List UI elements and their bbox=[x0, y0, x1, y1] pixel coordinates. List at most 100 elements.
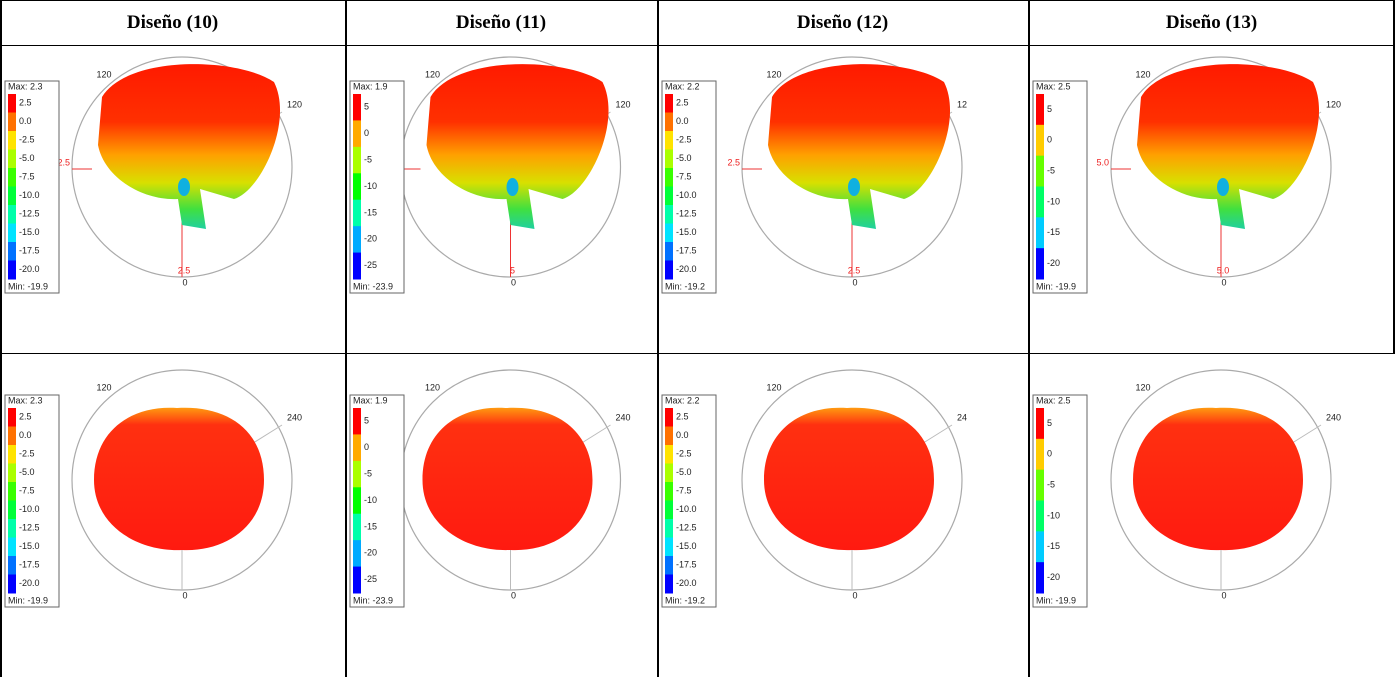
legend-tick: 0.0 bbox=[19, 430, 32, 440]
legend-swatch bbox=[665, 187, 673, 206]
null-spot bbox=[1217, 178, 1229, 196]
legend-tick: 0 bbox=[364, 128, 369, 138]
legend-swatch bbox=[8, 261, 16, 280]
legend-tick: -5.0 bbox=[19, 467, 35, 477]
legend-swatch bbox=[8, 538, 16, 557]
polar-label: 0 bbox=[511, 590, 516, 600]
document-table: Diseño (10)Diseño (11)Diseño (12)Diseño … bbox=[0, 0, 1395, 677]
legend-tick: -20.0 bbox=[676, 264, 697, 274]
legend-max: Max: 2.2 bbox=[665, 395, 700, 405]
legend-tick: -5 bbox=[1047, 479, 1055, 489]
legend-swatch bbox=[665, 575, 673, 594]
pattern-image: 12012002.52.5Max: 2.3Min: -19.92.50.0-2.… bbox=[3, 47, 345, 353]
column-header: Diseño (13) bbox=[1028, 0, 1395, 45]
legend-swatch bbox=[1036, 94, 1044, 125]
table-border bbox=[0, 353, 1395, 354]
legend-swatch bbox=[665, 131, 673, 150]
legend-tick: -20 bbox=[1047, 572, 1060, 582]
pattern-surface bbox=[423, 408, 593, 550]
legend-swatch bbox=[1036, 531, 1044, 562]
polar-label: 120 bbox=[96, 382, 111, 392]
legend-swatch bbox=[1036, 439, 1044, 470]
legend-min: Min: -19.9 bbox=[8, 595, 48, 605]
legend-swatch bbox=[665, 408, 673, 427]
legend-tick: -17.5 bbox=[676, 246, 697, 256]
legend-tick: -12.5 bbox=[676, 209, 697, 219]
legend-tick: -5.0 bbox=[676, 153, 692, 163]
legend-swatch bbox=[665, 205, 673, 224]
legend-swatch bbox=[8, 224, 16, 243]
legend-swatch bbox=[353, 94, 361, 121]
polar-label: 12 bbox=[957, 99, 967, 109]
column-header: Diseño (11) bbox=[345, 0, 657, 45]
legend-swatch bbox=[665, 242, 673, 261]
legend-swatch bbox=[665, 538, 673, 557]
legend-tick: -10.0 bbox=[19, 190, 40, 200]
legend-swatch bbox=[353, 434, 361, 461]
legend-swatch bbox=[353, 253, 361, 280]
legend-swatch bbox=[8, 242, 16, 261]
pattern-surface bbox=[94, 408, 264, 550]
legend-tick: -5 bbox=[364, 468, 372, 478]
scale-label: 2.5 bbox=[178, 265, 191, 275]
legend-min: Min: -19.9 bbox=[1036, 281, 1076, 291]
legend-min: Min: -23.9 bbox=[353, 595, 393, 605]
legend-tick: 5 bbox=[1047, 104, 1052, 114]
scale-label: 5 bbox=[510, 265, 515, 275]
legend-swatch bbox=[665, 94, 673, 113]
legend-tick: -20 bbox=[1047, 258, 1060, 268]
polar-label: 120 bbox=[616, 99, 631, 109]
legend-swatch bbox=[353, 226, 361, 253]
polar-label: 120 bbox=[287, 99, 302, 109]
polar-label: 0 bbox=[1221, 590, 1226, 600]
legend-max: Max: 2.3 bbox=[8, 81, 43, 91]
legend-swatch bbox=[353, 567, 361, 594]
legend-tick: -7.5 bbox=[19, 172, 35, 182]
legend-tick: -17.5 bbox=[676, 560, 697, 570]
legend-tick: -10 bbox=[1047, 510, 1060, 520]
legend-tick: -20.0 bbox=[19, 264, 40, 274]
legend-tick: -20 bbox=[364, 234, 377, 244]
legend-tick: -5.0 bbox=[676, 467, 692, 477]
legend-tick: 0.0 bbox=[676, 430, 689, 440]
legend-tick: 0.0 bbox=[676, 116, 689, 126]
legend-tick: -2.5 bbox=[676, 135, 692, 145]
legend-tick: 5 bbox=[364, 102, 369, 112]
table-border bbox=[0, 45, 1395, 46]
legend-swatch bbox=[8, 482, 16, 501]
legend-tick: -2.5 bbox=[19, 135, 35, 145]
legend-swatch bbox=[665, 427, 673, 446]
null-spot bbox=[848, 178, 860, 196]
legend-tick: -20.0 bbox=[19, 578, 40, 588]
polar-label: 120 bbox=[766, 382, 781, 392]
legend-tick: -10 bbox=[364, 495, 377, 505]
legend-tick: -25 bbox=[364, 574, 377, 584]
legend-tick: -15.0 bbox=[676, 541, 697, 551]
legend-tick: 2.5 bbox=[676, 98, 689, 108]
legend-swatch bbox=[665, 482, 673, 501]
legend-swatch bbox=[665, 519, 673, 538]
legend-tick: 2.5 bbox=[19, 412, 32, 422]
legend-swatch bbox=[353, 120, 361, 147]
legend-swatch bbox=[8, 556, 16, 575]
polar-label: 120 bbox=[766, 69, 781, 79]
legend-tick: -7.5 bbox=[19, 486, 35, 496]
legend-swatch bbox=[1036, 187, 1044, 218]
legend-tick: -2.5 bbox=[676, 449, 692, 459]
polar-label: 120 bbox=[425, 69, 440, 79]
legend-tick: -25 bbox=[364, 260, 377, 270]
legend-swatch bbox=[8, 168, 16, 187]
scale-label: 2.5 bbox=[848, 265, 861, 275]
legend-tick: -15.0 bbox=[676, 227, 697, 237]
legend-swatch bbox=[353, 487, 361, 514]
legend-swatch bbox=[8, 94, 16, 113]
legend-tick: 0 bbox=[1047, 135, 1052, 145]
legend-swatch bbox=[8, 187, 16, 206]
legend-max: Max: 1.9 bbox=[353, 395, 388, 405]
legend-swatch bbox=[353, 200, 361, 227]
legend-swatch bbox=[1036, 470, 1044, 501]
polar-label: 0 bbox=[182, 277, 187, 287]
legend-swatch bbox=[8, 205, 16, 224]
